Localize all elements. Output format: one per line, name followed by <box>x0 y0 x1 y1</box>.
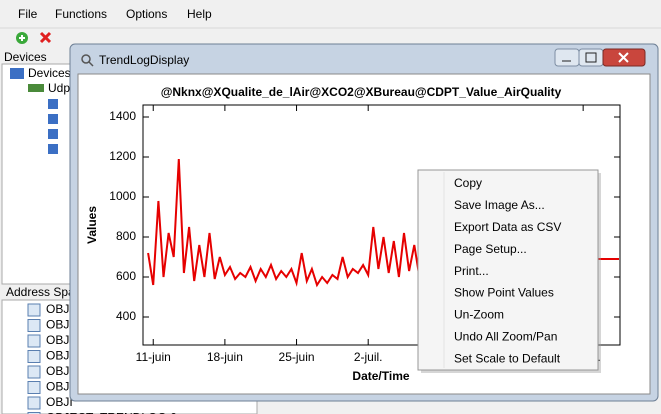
x-tick-label: 25-juin <box>279 350 315 364</box>
y-tick-label: 800 <box>116 229 136 243</box>
context-menu: Copy Save Image As... Export Data as CSV Pa… <box>417 169 601 373</box>
object-icon <box>27 396 41 410</box>
device-tree <box>1 63 75 285</box>
x-tick-label: 11-juin <box>136 350 171 364</box>
object-item[interactable]: OBJECT_TRENDLOG:6 <box>46 411 177 414</box>
chart-title: @Nknx@XQualite_de_lAir@XCO2@XBureau@CDPT… <box>161 85 562 99</box>
object-item[interactable]: OBJI <box>46 364 73 378</box>
menu-item[interactable]: Show Point Values <box>454 286 554 300</box>
y-tick-label: 600 <box>116 269 136 283</box>
menu-item[interactable]: Un-Zoom <box>454 308 504 322</box>
object-icon <box>27 412 41 414</box>
y-tick-label: 400 <box>116 309 136 323</box>
object-item[interactable]: OBJI <box>46 395 73 409</box>
object-icon <box>27 303 41 317</box>
delete-button[interactable] <box>39 31 52 44</box>
y-tick-label: 1200 <box>109 149 136 163</box>
menu-bar: File Functions Options Help <box>18 7 212 21</box>
y-axis-label: Values <box>85 206 99 244</box>
menu-item[interactable]: Set Scale to Default <box>454 351 561 365</box>
tree-icons <box>48 99 58 154</box>
window-buttons-icons <box>562 52 629 63</box>
panel-label: Devices <box>4 50 47 64</box>
menu-item[interactable]: Undo All Zoom/Pan <box>454 329 557 343</box>
object-icon <box>27 365 41 379</box>
y-tick-label: 1000 <box>109 189 136 203</box>
object-item[interactable]: OBJI <box>46 349 73 363</box>
chart: @Nknx@XQualite_de_lAir@XCO2@XBureau@CDPT… <box>85 85 621 383</box>
object-items: OBJOBJIOBJIOBJIOBJIOBJIOBJIOBJECT_TRENDL… <box>27 302 177 414</box>
close-icon <box>618 52 629 63</box>
menu-item[interactable]: Save Image As... <box>454 198 545 212</box>
object-icon <box>27 350 41 363</box>
x-tick-label: 2-juil. <box>354 350 383 364</box>
plot-frame <box>142 104 621 346</box>
add-icon <box>19 35 25 41</box>
menu-item[interactable]: Options <box>126 7 167 21</box>
menu-item[interactable]: File <box>18 7 38 21</box>
menu-item[interactable]: Help <box>187 7 212 21</box>
window-icon <box>88 61 94 67</box>
panel-label: Address Spac <box>6 285 81 299</box>
menu-item[interactable]: Page Setup... <box>454 242 527 256</box>
maximize-button[interactable] <box>578 48 604 67</box>
menu-box <box>417 169 599 371</box>
y-tick-label: 1400 <box>109 109 136 123</box>
menu-item[interactable]: Copy <box>454 176 482 190</box>
x-axis-label: Date/Time <box>352 369 409 383</box>
object-icon <box>27 334 41 348</box>
object-icon <box>27 319 41 332</box>
object-item[interactable]: OBJI <box>46 333 73 347</box>
object-item[interactable]: OBJI <box>46 380 73 394</box>
menu-item[interactable]: Functions <box>55 7 107 21</box>
window-title: TrendLogDisplay <box>99 53 189 67</box>
object-item[interactable]: OBJI <box>46 318 73 332</box>
minimize-button[interactable] <box>554 48 580 67</box>
window-icon <box>81 54 91 64</box>
icon <box>28 84 44 92</box>
icon <box>10 68 24 79</box>
menu-item[interactable]: Export Data as CSV <box>454 220 561 234</box>
x-tick-label: 18-juin <box>207 350 243 364</box>
tree-node[interactable]: Devices <box>28 66 71 80</box>
tree-node[interactable]: Udp <box>48 81 70 95</box>
object-item[interactable]: OBJ <box>46 302 69 316</box>
object-icon <box>27 381 41 394</box>
menu-item[interactable]: Print... <box>454 264 489 278</box>
